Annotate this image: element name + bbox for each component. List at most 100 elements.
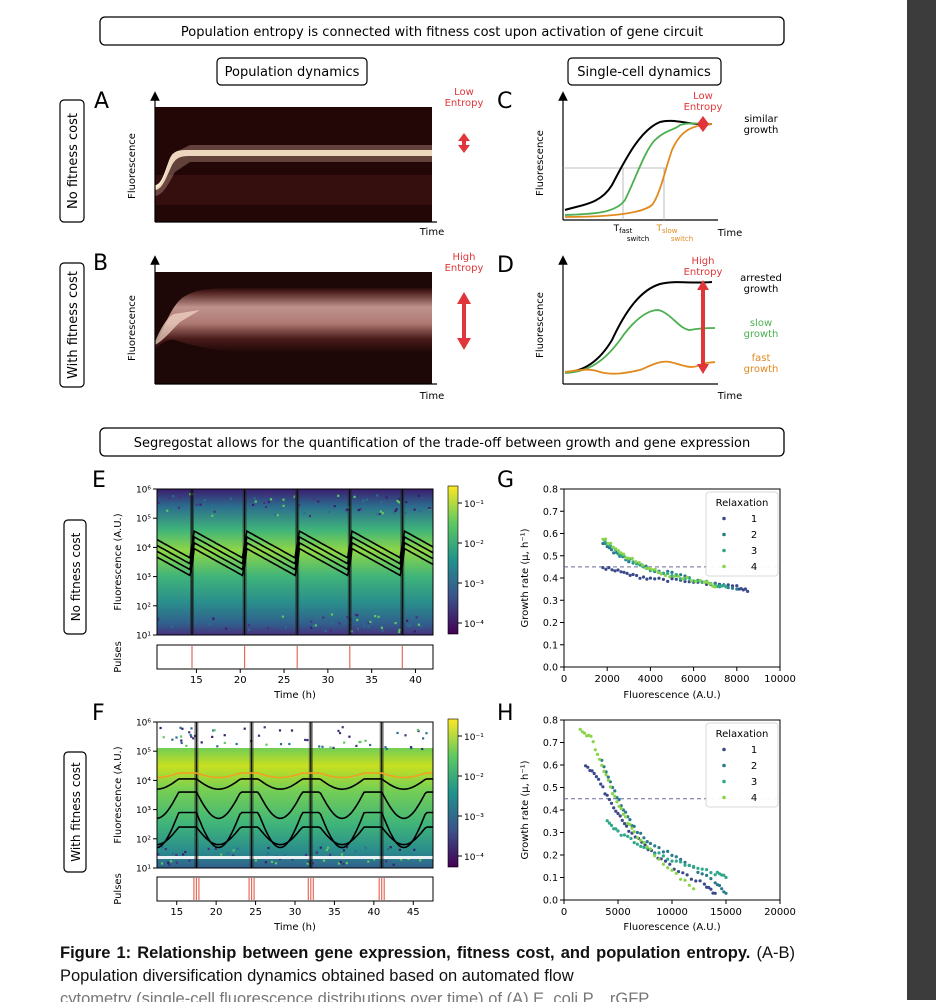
h-point-series-1 — [586, 765, 590, 769]
panel-e-pulses-label: Pulses — [113, 641, 124, 673]
e-heat-cell — [397, 501, 400, 504]
row-label-no-cost-top: No fitness cost — [59, 99, 85, 223]
f-heat-cell — [384, 746, 387, 749]
entropy-high-2: Entropy — [445, 263, 484, 274]
h-point-series-4 — [611, 792, 615, 796]
h-point-series-3 — [713, 873, 717, 877]
e-heat-cell — [292, 494, 295, 497]
e-heat-cell — [354, 613, 357, 616]
panel-c-xlabel: Time — [717, 228, 742, 239]
h-point-series-3 — [605, 819, 609, 823]
panel-h-xlabel: Fluorescence (A.U.) — [623, 922, 720, 933]
e-heat-cell — [212, 617, 215, 620]
g-point-series-1 — [638, 576, 642, 580]
f-quantile-line — [156, 811, 433, 849]
e-heat-cell — [397, 498, 400, 501]
subhead-population: Population dynamics — [225, 65, 360, 80]
h-point-series-3 — [679, 860, 683, 864]
e-ytick-label: 10⁵ — [136, 515, 151, 525]
h-point-series-1 — [702, 882, 707, 886]
row-label-with-cost-top: With fitness cost — [59, 262, 85, 388]
g-legend-label: 4 — [751, 562, 757, 573]
f-heat-cell — [306, 862, 309, 865]
e-heat-cell — [284, 626, 287, 629]
f-heat-cell — [387, 848, 390, 851]
h-point-series-1 — [590, 769, 594, 773]
f-xtick-label: 20 — [210, 907, 223, 918]
e-heat-cell — [398, 628, 401, 632]
h-point-series-4 — [606, 778, 610, 782]
f-ytick-label: 10⁵ — [136, 748, 151, 758]
e-heat-cell — [380, 626, 383, 629]
g-legend-marker — [722, 548, 726, 553]
f-heat-cell — [180, 739, 183, 742]
h-point-series-4 — [653, 854, 657, 858]
e-heat-cell — [378, 512, 382, 516]
f-heat-cell — [355, 744, 358, 747]
panel-h: 0.0 0.1 0.2 0.3 0.4 0.5 0.6 0.7 0.8 0 5000 10000 150… — [520, 716, 796, 934]
h-legend-label: 4 — [751, 793, 757, 804]
panel-g-ylabel: Growth rate (µ, h⁻¹) — [520, 528, 531, 627]
e-heat-cell — [310, 626, 313, 629]
h-point-series-4 — [595, 752, 600, 757]
f-heat-cell — [318, 745, 321, 748]
f-heat-cell — [171, 738, 174, 741]
e-ytick-label: 10⁴ — [136, 544, 151, 554]
g-xtick-label: 10000 — [764, 674, 796, 685]
e-heat-cell — [376, 494, 379, 497]
scrollbar-gutter[interactable] — [907, 0, 936, 1000]
f-heat-cell — [190, 727, 193, 730]
h-point-series-1 — [622, 822, 627, 826]
g-point-series-4 — [668, 575, 672, 579]
f-heat-cell — [345, 862, 348, 865]
g-point-series-1 — [631, 572, 635, 577]
e-heat-cell — [345, 510, 348, 513]
e-heat-cell — [278, 507, 282, 510]
e-heat-cell — [282, 498, 285, 501]
e-xtick-label: 15 — [190, 675, 203, 686]
h-xtick-label: 10000 — [656, 907, 688, 918]
panel-letter-f: F — [92, 701, 105, 726]
f-heat-cell — [340, 853, 344, 856]
h-point-series-1 — [694, 879, 698, 883]
f-heat-cell — [213, 729, 216, 732]
e-heat-cell — [338, 622, 341, 625]
f-heat-cell — [191, 858, 194, 861]
h-point-series-3 — [657, 851, 661, 855]
f-xtick-label: 15 — [170, 907, 183, 918]
e-heat-cell — [385, 496, 388, 499]
g-point-series-3 — [631, 560, 635, 564]
h-point-series-4 — [600, 763, 604, 768]
h-point-series-2 — [670, 853, 674, 858]
e-ytick-label: 10² — [136, 602, 151, 612]
g-point-series-1 — [622, 570, 626, 575]
figure-page: Population entropy is connected with fit… — [59, 16, 796, 1002]
h-point-series-4 — [591, 740, 595, 744]
f-heat-cell — [169, 860, 173, 863]
g-point-series-1 — [735, 584, 739, 588]
h-point-series-1 — [592, 771, 596, 776]
f-heat-cell — [190, 735, 193, 738]
h-point-series-3 — [614, 827, 618, 831]
g-point-series-4 — [606, 542, 610, 546]
g-point-series-4 — [644, 566, 648, 571]
f-heat-cell — [409, 746, 413, 749]
h-point-series-3 — [709, 871, 713, 875]
g-point-series-3 — [603, 540, 607, 544]
f-ytick-label: 10⁶ — [136, 719, 151, 729]
h-point-series-3 — [626, 834, 630, 839]
e-heat-cell — [379, 510, 382, 513]
panel-d-slow-2: growth — [744, 329, 779, 340]
e-heat-cell — [381, 629, 384, 632]
h-point-series-2 — [645, 840, 649, 844]
g-point-series-4 — [624, 556, 628, 560]
e-quantile-line — [156, 541, 434, 571]
h-point-series-3 — [666, 857, 670, 861]
h-point-series-2 — [700, 872, 704, 876]
g-ytick-label: 0.4 — [543, 574, 558, 585]
h-point-series-4 — [692, 887, 696, 891]
f-heat-cell — [162, 736, 165, 739]
f-xtick-label: 35 — [328, 907, 341, 918]
e-heat-cell — [168, 497, 171, 500]
g-ytick-label: 0.2 — [543, 618, 558, 629]
